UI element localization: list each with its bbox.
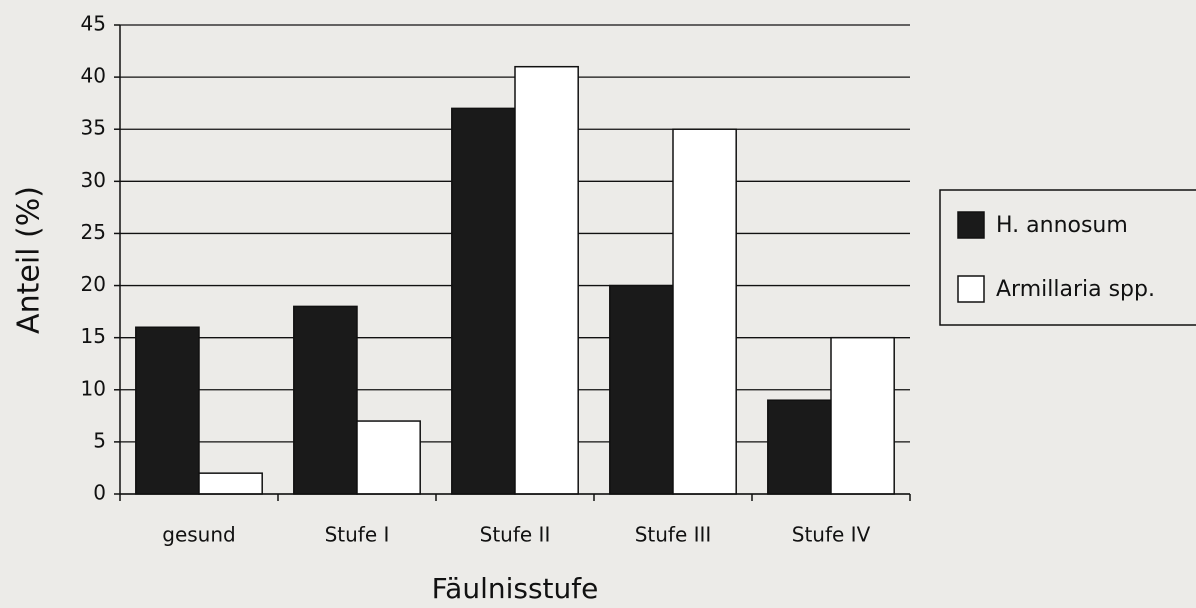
- bar: [198, 472, 263, 495]
- x-tick-label: Stufe III: [635, 523, 712, 547]
- bar: [767, 399, 832, 495]
- bar: [451, 107, 516, 495]
- y-tick-label: 10: [81, 376, 106, 400]
- bar: [293, 305, 358, 495]
- y-tick-label: 5: [93, 428, 106, 452]
- bar: [135, 326, 200, 495]
- bar: [514, 65, 579, 495]
- x-tick-label: Stufe I: [325, 523, 390, 547]
- bar: [830, 336, 895, 495]
- y-tick-label: 45: [81, 12, 106, 36]
- legend-swatch: [957, 211, 985, 239]
- y-axis-label: Anteil (%): [12, 186, 47, 334]
- legend-label: Armillaria spp.: [996, 277, 1155, 302]
- bar: [609, 284, 674, 495]
- y-tick-label: 15: [81, 324, 106, 348]
- y-tick-label: 20: [81, 272, 106, 296]
- bar: [672, 128, 737, 495]
- y-tick-label: 25: [81, 220, 106, 244]
- bar: [356, 420, 421, 495]
- x-tick-label: Stufe IV: [792, 523, 871, 547]
- y-tick-label: 40: [81, 64, 106, 88]
- legend-label: H. annosum: [996, 213, 1128, 238]
- y-tick-label: 35: [81, 116, 106, 140]
- y-tick-label: 30: [81, 168, 106, 192]
- x-tick-label: Stufe II: [480, 523, 551, 547]
- y-tick-label: 0: [93, 481, 106, 505]
- x-tick-label: gesund: [162, 523, 235, 547]
- legend-box: [939, 189, 1196, 326]
- legend-swatch: [957, 275, 985, 303]
- x-axis-label: Fäulnisstufe: [432, 572, 599, 605]
